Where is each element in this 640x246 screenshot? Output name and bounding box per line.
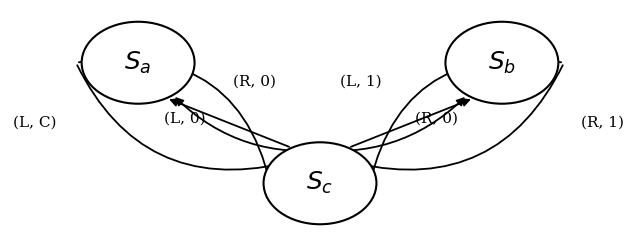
Text: (L, 1): (L, 1) [340, 75, 381, 89]
Text: (R, 1): (R, 1) [580, 116, 624, 130]
Text: (R, 0): (R, 0) [415, 111, 458, 125]
Text: (R, 0): (R, 0) [233, 75, 276, 89]
Text: (L, C): (L, C) [13, 116, 56, 130]
Text: $S_b$: $S_b$ [488, 50, 516, 76]
Ellipse shape [82, 22, 195, 104]
Text: $S_a$: $S_a$ [124, 50, 152, 76]
Text: (L, 0): (L, 0) [164, 111, 206, 125]
Text: $S_c$: $S_c$ [307, 170, 333, 196]
Ellipse shape [264, 142, 376, 224]
Ellipse shape [445, 22, 558, 104]
